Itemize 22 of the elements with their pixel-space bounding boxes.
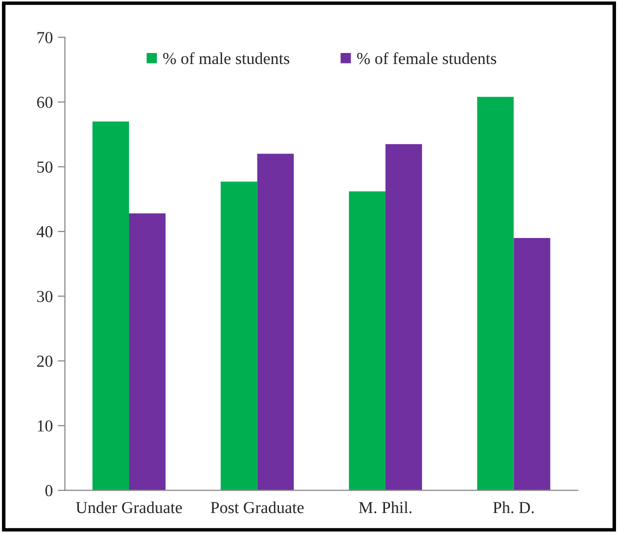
legend-label: % of female students [357, 52, 496, 64]
x-tick-label: Under Graduate [76, 501, 182, 514]
y-tick-label: 60 [37, 96, 52, 108]
y-tick-label: 70 [38, 32, 52, 44]
x-tick-label: Ph. D. [493, 501, 534, 514]
x-tick-label: Post Graduate [210, 501, 304, 514]
y-tick-label: 20 [37, 356, 52, 367]
y-tick-label: 0 [45, 485, 52, 496]
legend-label: % of male students [163, 52, 290, 64]
y-tick-label: 50 [37, 161, 52, 173]
bar [348, 191, 386, 490]
bar [92, 121, 130, 490]
y-tick-label: 10 [38, 420, 52, 432]
y-tick-label: 30 [37, 290, 52, 302]
x-tick-label: M. Phil. [358, 501, 412, 514]
bar [257, 154, 294, 490]
bar [129, 213, 166, 490]
bar [385, 144, 422, 490]
bar [220, 182, 258, 490]
y-tick-label: 40 [36, 226, 52, 238]
bar [477, 96, 514, 490]
bar [514, 238, 550, 490]
